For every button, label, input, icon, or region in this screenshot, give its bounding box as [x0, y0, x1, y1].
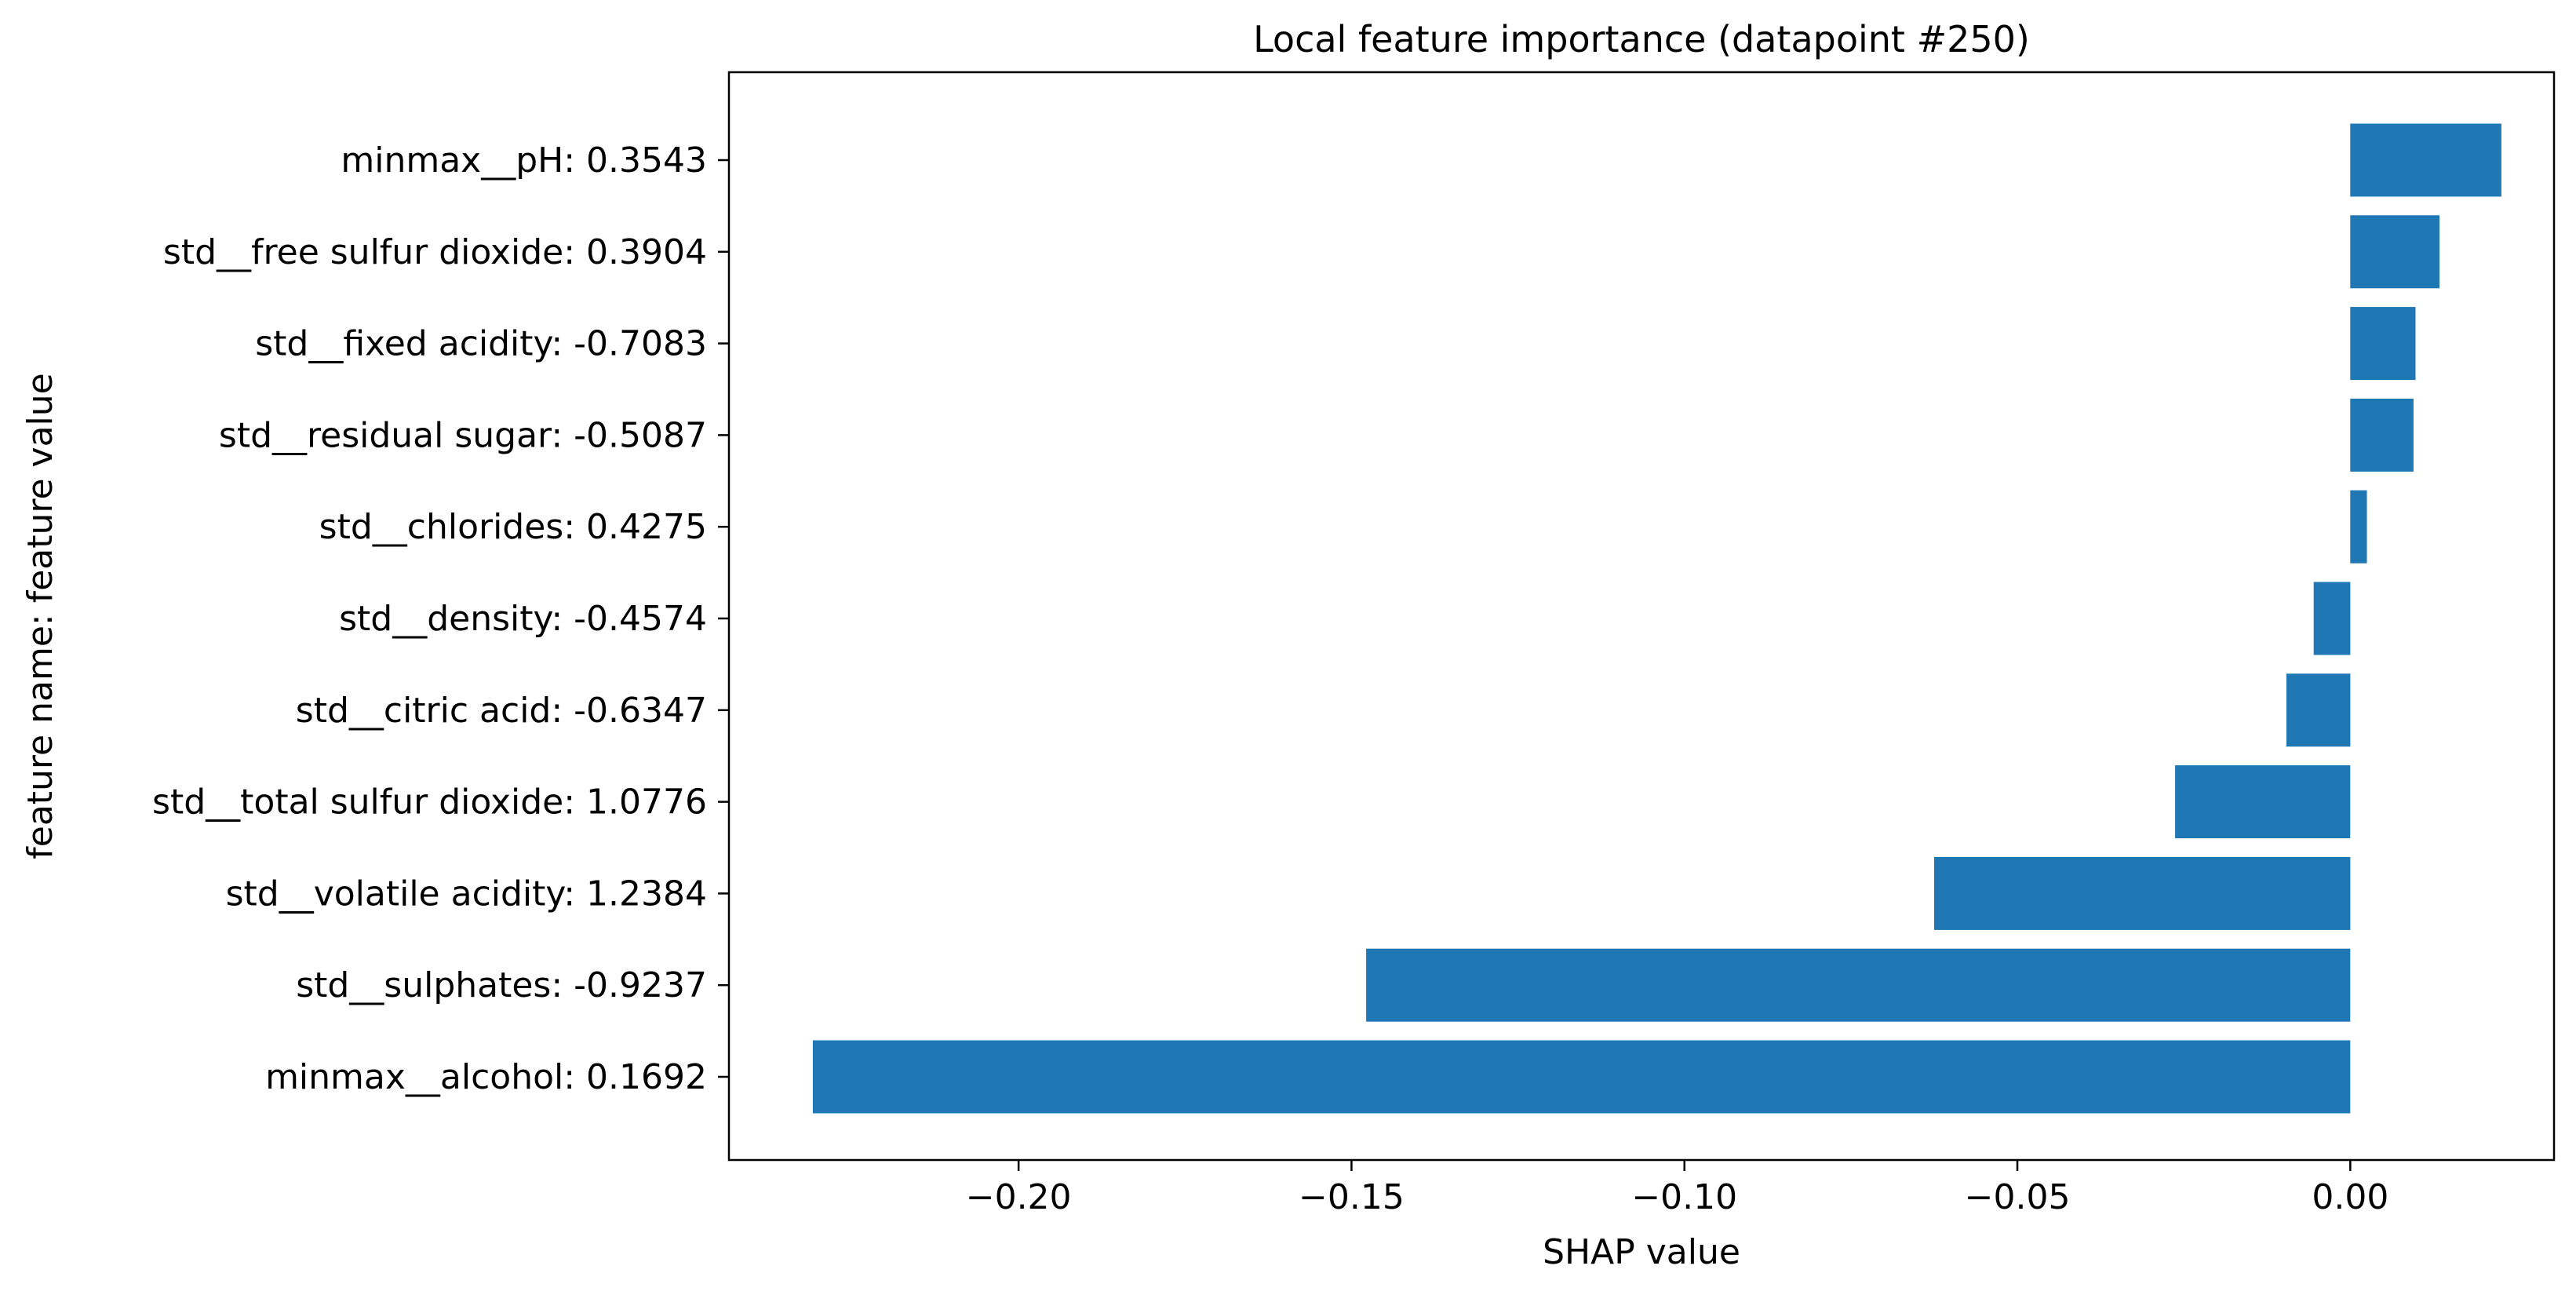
x-axis-ticks: −0.20 −0.15 −0.10 −0.05 0.00 — [966, 1160, 2388, 1217]
bar-10 — [812, 1040, 2351, 1114]
bar-4 — [2350, 490, 2367, 564]
y-tick-label-3: std__residual sugar: -0.5087 — [219, 415, 707, 455]
x-tick-label-0: −0.20 — [966, 1177, 1072, 1217]
y-tick-label-6: std__citric acid: -0.6347 — [296, 691, 707, 731]
x-tick-label-1: −0.15 — [1299, 1177, 1405, 1217]
bar-0 — [2350, 123, 2501, 197]
bars-group — [812, 123, 2501, 1114]
x-tick-label-2: −0.10 — [1631, 1177, 1737, 1217]
bar-2 — [2350, 307, 2416, 381]
y-tick-label-1: std__free sulfur dioxide: 0.3904 — [163, 232, 707, 272]
y-tick-label-10: minmax__alcohol: 0.1692 — [265, 1057, 707, 1097]
plot-frame — [727, 71, 2556, 1162]
x-axis-title: SHAP value — [1543, 1232, 1740, 1272]
y-tick-label-5: std__density: -0.4574 — [339, 599, 707, 639]
y-tick-label-0: minmax__pH: 0.3543 — [341, 140, 707, 181]
y-tick-label-4: std__chlorides: 0.4275 — [319, 507, 707, 547]
bar-9 — [1366, 948, 2351, 1022]
y-axis-ticks: minmax__pH: 0.3543 std__free sulfur dioxi… — [152, 140, 729, 1097]
bar-8 — [1934, 856, 2351, 930]
y-tick-label-2: std__fixed acidity: -0.7083 — [255, 324, 707, 364]
bar-1 — [2350, 215, 2439, 289]
y-axis-title: feature name: feature value — [20, 373, 60, 859]
y-tick-label-9: std__sulphates: -0.9237 — [296, 965, 707, 1005]
x-tick-label-4: 0.00 — [2312, 1177, 2388, 1217]
bar-3 — [2350, 398, 2414, 472]
chart-title: Local feature importance (datapoint #250… — [1253, 18, 2030, 60]
bar-5 — [2313, 582, 2351, 655]
y-tick-label-7: std__total sulfur dioxide: 1.0776 — [152, 782, 707, 823]
bar-6 — [2286, 673, 2351, 747]
y-tick-label-8: std__volatile acidity: 1.2384 — [226, 874, 707, 914]
bar-7 — [2175, 765, 2351, 839]
x-tick-label-3: −0.05 — [1965, 1177, 2071, 1217]
